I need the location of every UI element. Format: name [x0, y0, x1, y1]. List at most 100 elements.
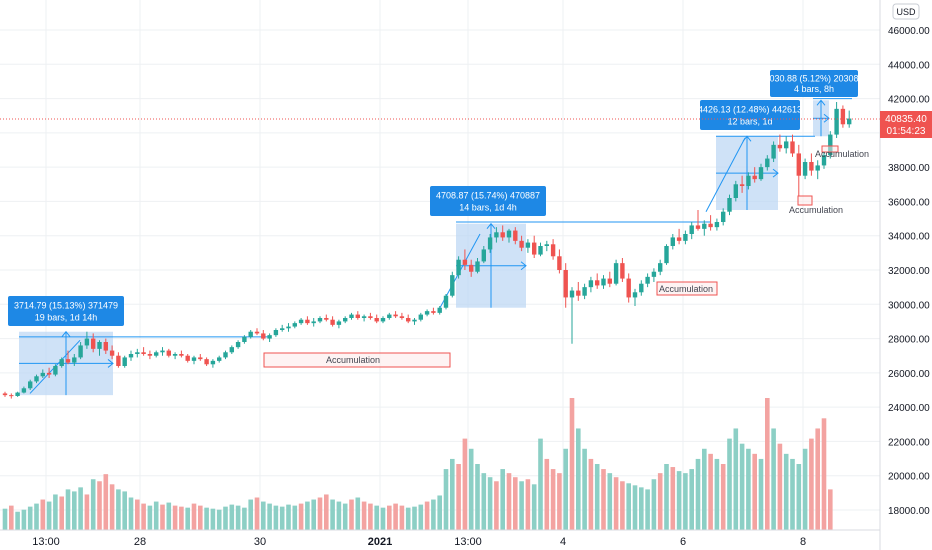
volume-bar	[777, 443, 783, 530]
candle	[437, 306, 442, 315]
volume-bar	[695, 458, 701, 530]
candle	[481, 246, 486, 264]
candle	[166, 348, 171, 358]
volume-bar	[242, 507, 247, 530]
candle	[217, 355, 222, 363]
time-tick-label: 13:00	[454, 536, 482, 548]
candle	[424, 309, 430, 317]
price-tick-label: 18000.00	[888, 506, 930, 517]
candle	[28, 379, 33, 390]
volume-bar	[46, 501, 52, 530]
accumulation-label: Accumulation	[326, 355, 380, 365]
candle	[242, 335, 247, 344]
candle	[53, 364, 58, 377]
candle	[40, 369, 45, 378]
candle	[374, 314, 379, 324]
candle	[191, 355, 197, 365]
volume-bar	[639, 487, 644, 530]
candle	[752, 167, 757, 183]
currency-badge[interactable]: USD	[892, 3, 920, 20]
price-tick-label: 38000.00	[888, 163, 930, 174]
candle	[368, 312, 373, 320]
volume-bar	[720, 464, 726, 530]
volume-bar	[657, 473, 663, 530]
volume-bar	[72, 491, 77, 530]
volume-bar	[2, 508, 8, 530]
candle	[538, 242, 543, 257]
measure-arrow-up	[61, 330, 71, 338]
volume-bar	[292, 505, 298, 530]
candle	[746, 172, 751, 190]
volume-bar	[708, 453, 713, 530]
volume-bar	[525, 479, 531, 530]
measure-change-text: 4426.13 (12.48%) 442613	[698, 105, 802, 115]
measure-label: 4426.13 (12.48%) 442613 12 bars, 1d	[698, 100, 802, 130]
candle	[418, 312, 423, 322]
volume-bar	[393, 503, 398, 530]
volume-bar	[374, 505, 379, 530]
volume-bar	[166, 502, 172, 530]
measure-arrow-up	[816, 99, 826, 106]
candle	[2, 391, 8, 397]
candle	[475, 258, 480, 274]
volume-bar	[191, 503, 197, 530]
candle	[406, 314, 411, 324]
candle	[34, 374, 39, 384]
candle	[292, 321, 297, 329]
volume-bar	[550, 469, 556, 530]
volume-bar	[399, 505, 405, 530]
volume-bar	[27, 506, 33, 530]
candle	[456, 256, 461, 279]
candle	[588, 276, 594, 293]
candle	[141, 347, 146, 356]
candle	[393, 311, 398, 318]
time-tick-label: 30	[254, 536, 266, 548]
volume-bar	[273, 505, 279, 530]
volume-bar	[645, 489, 650, 530]
volume-bar	[765, 398, 770, 530]
volume-bar	[361, 501, 367, 530]
candle	[210, 359, 216, 368]
accumulation-box	[263, 352, 451, 368]
candle	[223, 350, 228, 360]
candle	[733, 180, 738, 202]
volume-bar	[128, 497, 134, 530]
candle	[147, 350, 153, 360]
candle	[336, 319, 342, 329]
volume-bar	[443, 469, 449, 530]
volume-bar	[702, 448, 707, 530]
candle	[128, 350, 134, 361]
candle	[103, 338, 108, 354]
volume-bar	[487, 477, 493, 530]
candle	[620, 258, 625, 282]
volume-bar	[185, 507, 190, 530]
volume-bar	[576, 428, 581, 530]
candle	[828, 131, 833, 159]
volume-bar	[689, 469, 694, 530]
measure-arrow-right	[772, 168, 779, 178]
candle	[569, 287, 575, 344]
measure-bars-text: 14 bars, 1d 4h	[459, 203, 517, 213]
measure-regions	[19, 99, 830, 396]
candle	[21, 386, 27, 394]
time-axis[interactable]: 13:00 28 30 2021 13:00 4 6 8	[32, 536, 806, 548]
volume-bar	[588, 458, 594, 530]
volume-bar	[481, 473, 487, 530]
candle	[97, 340, 102, 356]
volume-bar	[40, 499, 46, 530]
time-tick-label: 4	[560, 536, 566, 548]
candle	[683, 230, 688, 245]
candle	[273, 328, 279, 337]
candle	[116, 352, 121, 368]
candle	[815, 160, 820, 180]
candle	[267, 333, 272, 342]
price-axis[interactable]: 46000.0044000.0042000.0040000.0038000.00…	[888, 26, 930, 517]
candle	[506, 228, 512, 243]
volume-bar	[330, 499, 335, 530]
candle	[544, 240, 549, 252]
candle	[109, 345, 115, 360]
volume-bar	[147, 505, 153, 530]
candle	[248, 330, 253, 339]
volume-bar	[651, 479, 657, 530]
